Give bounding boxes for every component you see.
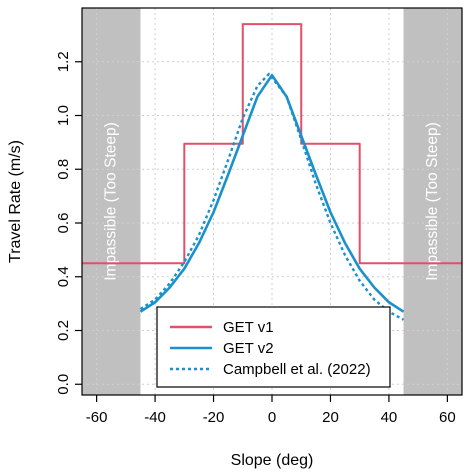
x-tick-label: -40	[144, 409, 166, 426]
x-axis-title: Slope (deg)	[231, 452, 314, 469]
x-tick-label: -20	[203, 409, 225, 426]
series-line	[139, 72, 405, 321]
y-tick-label: 0.8	[55, 159, 72, 180]
x-axis: -60 -40 -20 0 20 40 60	[86, 395, 456, 426]
series-line	[139, 73, 405, 313]
y-axis-title: Travel Rate (m/s)	[7, 140, 24, 263]
series-line	[82, 23, 462, 265]
y-tick-label: 1.2	[55, 51, 72, 72]
x-tick-label: 40	[381, 409, 398, 426]
x-tick-label: 20	[322, 409, 339, 426]
y-tick-label: 1.0	[55, 105, 72, 126]
x-tick-label: -60	[86, 409, 108, 426]
x-tick-label: 60	[439, 409, 456, 426]
legend-label: GET v1	[223, 319, 274, 336]
y-tick-label: 0.6	[55, 213, 72, 234]
y-tick-label: 0.4	[55, 266, 72, 287]
impassable-band	[82, 8, 141, 395]
series-group	[82, 23, 462, 321]
y-tick-label: 0.2	[55, 320, 72, 341]
legend: GET v1 GET v2 Campbell et al. (2022)	[156, 306, 391, 388]
y-tick-label: 0.0	[55, 374, 72, 395]
impassable-label: Impassible (Too Steep)	[424, 122, 441, 281]
impassable-label: Impassible (Too Steep)	[102, 122, 119, 281]
legend-label: Campbell et al. (2022)	[223, 361, 371, 378]
x-tick-label: 0	[268, 409, 276, 426]
y-axis: 0.0 0.2 0.4 0.6 0.8 1.0 1.2	[55, 51, 82, 395]
legend-label: GET v2	[223, 340, 274, 357]
